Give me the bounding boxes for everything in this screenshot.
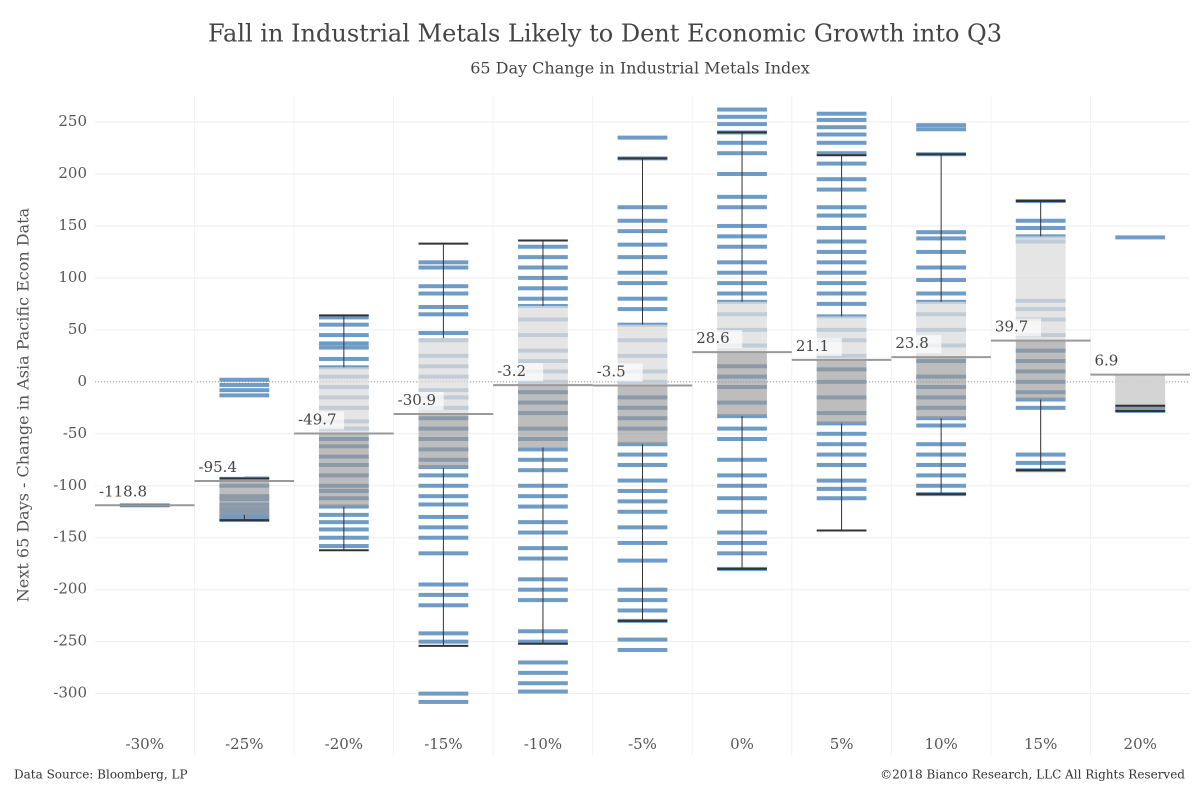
- median-label: -3.2: [497, 362, 526, 380]
- median-label-bg: [1092, 352, 1141, 371]
- point-dash: [717, 107, 767, 112]
- median-label-bg: [395, 391, 444, 410]
- point-dash: [418, 691, 469, 696]
- point-dash: [916, 127, 967, 132]
- box-lower: [318, 433, 369, 507]
- x-tick-label: -5%: [628, 735, 657, 753]
- median-label: 28.6: [696, 329, 729, 347]
- box-lower: [916, 357, 967, 419]
- point-dash: [518, 660, 568, 665]
- y-tick-label: -250: [53, 632, 87, 650]
- point-dash: [418, 699, 469, 704]
- x-tick-label: -10%: [524, 735, 562, 753]
- point-dash: [816, 151, 867, 156]
- box-lower: [816, 359, 867, 424]
- chart-title: Fall in Industrial Metals Likely to Dent…: [208, 20, 1002, 48]
- median-label-bg: [495, 363, 544, 382]
- box-lower: [219, 480, 270, 515]
- y-tick-label: 150: [58, 216, 87, 234]
- point-dash: [717, 122, 767, 127]
- box-lower: [717, 352, 767, 417]
- median-label: -3.5: [597, 362, 626, 380]
- x-tick-label: -15%: [424, 735, 462, 753]
- median-label-bg: [594, 363, 643, 382]
- point-dash: [816, 132, 867, 137]
- median-label: 23.8: [895, 334, 928, 352]
- x-tick-label: -30%: [126, 735, 164, 753]
- x-tick-label: -20%: [325, 735, 363, 753]
- box-lower: [617, 385, 668, 445]
- box-lower: [518, 385, 568, 448]
- y-tick-label: 100: [58, 268, 87, 286]
- point-dash: [816, 125, 867, 130]
- y-tick-label: -100: [53, 476, 87, 494]
- median-label-bg: [992, 318, 1041, 337]
- y-tick-label: -200: [53, 580, 87, 598]
- median-label: -95.4: [199, 458, 237, 476]
- point-dash: [916, 123, 967, 128]
- point-dash: [219, 393, 270, 398]
- point-dash: [219, 382, 270, 387]
- median-label-bg: [196, 458, 245, 477]
- point-dash: [617, 135, 668, 140]
- point-dash: [617, 637, 668, 642]
- box-upper: [219, 478, 270, 481]
- point-dash: [816, 117, 867, 122]
- median-label: 39.7: [995, 318, 1028, 336]
- copyright-note: ©2018 Bianco Research, LLC All Rights Re…: [880, 768, 1185, 782]
- box-lower: [418, 413, 469, 469]
- chart-subtitle: 65 Day Change in Industrial Metals Index: [470, 59, 810, 78]
- x-tick-label: 20%: [1124, 735, 1157, 753]
- median-label: 21.1: [796, 337, 829, 355]
- median-label: 6.9: [1094, 352, 1118, 370]
- median-label: -118.8: [99, 482, 147, 500]
- x-tick-label: 0%: [730, 735, 754, 753]
- point-dash: [617, 647, 668, 652]
- median-label: -49.7: [298, 410, 336, 428]
- point-dash: [219, 388, 270, 393]
- box-lower: [1015, 340, 1066, 400]
- median-label-bg: [296, 411, 345, 430]
- y-axis-label: Next 65 Days - Change in Asia Pacific Ec…: [14, 207, 33, 602]
- y-tick-label: 50: [68, 320, 87, 338]
- point-dash: [518, 670, 568, 675]
- x-tick-label: 10%: [924, 735, 957, 753]
- point-dash: [219, 377, 270, 382]
- box-upper: [1115, 374, 1166, 406]
- source-note: Data Source: Bloomberg, LP: [14, 768, 188, 782]
- y-tick-label: -300: [53, 684, 87, 702]
- point-dash: [518, 689, 568, 694]
- point-dash: [816, 111, 867, 116]
- point-dash: [717, 114, 767, 119]
- median-label-bg: [97, 483, 145, 502]
- point-dash: [816, 140, 867, 145]
- y-tick-label: 200: [58, 164, 87, 182]
- y-tick-label: 250: [58, 112, 87, 130]
- point-dash: [1115, 235, 1166, 240]
- x-tick-label: -25%: [225, 735, 263, 753]
- median-label-bg: [893, 335, 942, 354]
- median-label-bg: [793, 337, 842, 356]
- x-tick-label: 5%: [830, 735, 854, 753]
- y-tick-label: -50: [63, 424, 87, 442]
- y-tick-label: -150: [53, 528, 87, 546]
- median-label: -30.9: [398, 391, 436, 409]
- point-dash: [518, 681, 568, 686]
- y-tick-label: 0: [77, 372, 87, 390]
- x-tick-label: 15%: [1024, 735, 1057, 753]
- median-label-bg: [694, 330, 743, 349]
